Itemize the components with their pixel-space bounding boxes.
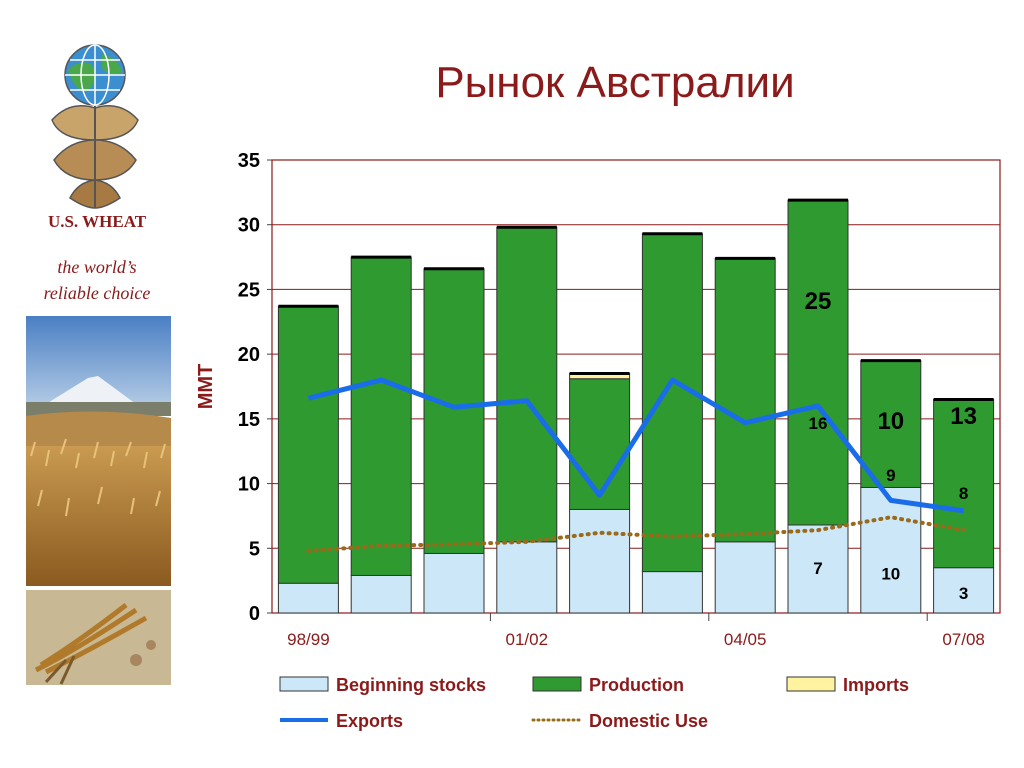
data-label: 10: [877, 408, 904, 435]
exports-line: [307, 377, 964, 514]
legend-label: Domestic Use: [589, 711, 708, 731]
data-label: 7: [813, 559, 822, 578]
y-tick-label: 5: [249, 538, 260, 560]
y-tick-label: 25: [238, 279, 260, 301]
data-label: 25: [805, 288, 832, 315]
bar-segment: [423, 552, 485, 614]
bar-segment: [496, 541, 558, 614]
y-tick-label: 0: [249, 603, 260, 625]
legend-label: Production: [589, 675, 684, 695]
data-label: 8: [959, 484, 968, 503]
bar-segment: [277, 582, 339, 614]
bar-segment: [496, 226, 558, 543]
data-label: 3: [959, 584, 968, 603]
bar-segment: [423, 268, 485, 554]
legend-swatch: [786, 676, 836, 692]
stacked-bar-chart: 0 5 10 15 20 25 30 35 MMT 98/99 01/02 04/05 07/08 25 1…: [195, 150, 1001, 731]
data-label: 13: [950, 403, 977, 430]
legend-label: Imports: [843, 675, 909, 695]
legend-swatch: [279, 676, 329, 692]
x-tick-label: 01/02: [506, 630, 549, 649]
x-tick-label: 04/05: [724, 630, 767, 649]
x-tick-label: 07/08: [942, 630, 985, 649]
legend-swatch: [532, 676, 582, 692]
y-tick-label: 10: [238, 474, 260, 496]
y-tick-label: 20: [238, 344, 260, 366]
domestic-use-line: [306, 515, 966, 553]
wheat-sheaf-photo: [26, 590, 171, 685]
data-label: 9: [886, 466, 895, 485]
y-tick-label: 35: [238, 150, 260, 172]
page-title: Рынок Австралии: [435, 58, 795, 107]
bar-segment: [277, 305, 339, 584]
us-wheat-logo: [51, 44, 139, 209]
bar-segment: [714, 541, 776, 614]
legend-label: Exports: [336, 711, 403, 731]
legend-label: Beginning stocks: [336, 675, 486, 695]
bar-segment: [350, 256, 412, 576]
bar-segment: [641, 233, 703, 573]
bar-segment: [350, 574, 412, 614]
brand-name: U.S. WHEAT: [47, 212, 147, 231]
bar-segment: [933, 567, 995, 614]
data-label: 16: [809, 414, 828, 433]
plot-frame: [271, 159, 1001, 614]
bar-segment: [569, 508, 631, 614]
y-axis-label: MMT: [195, 364, 217, 410]
bar-segment: [714, 257, 776, 543]
bar-segment: [641, 571, 703, 614]
bar-segment: [787, 199, 849, 526]
mountain-wheat-field-photo: [26, 316, 171, 586]
data-label: 10: [881, 564, 900, 583]
y-tick-label: 15: [238, 409, 260, 431]
bar-segment: [860, 486, 922, 614]
y-tick-label: 30: [238, 215, 260, 237]
bar-segment: [933, 398, 995, 569]
bar-segment: [860, 360, 922, 488]
bar-segment: [569, 378, 631, 510]
x-tick-label: 98/99: [287, 630, 330, 649]
brand-tagline: the world’s reliable choice: [43, 257, 151, 303]
